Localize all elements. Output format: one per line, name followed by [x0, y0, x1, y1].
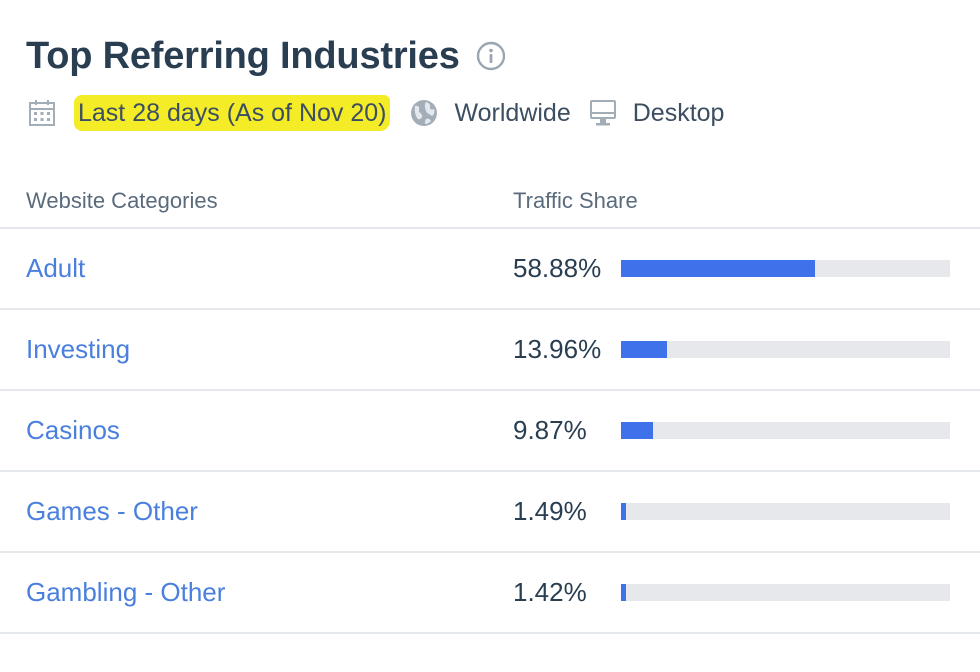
widget-header: Top Referring Industries: [26, 30, 980, 131]
date-range-label[interactable]: Last 28 days (As of Nov 20): [74, 95, 391, 131]
traffic-share-value: 13.96%: [513, 334, 602, 364]
share-bar-track: [621, 422, 950, 439]
category-link[interactable]: Games - Other: [26, 496, 198, 526]
category-link[interactable]: Casinos: [26, 415, 120, 445]
widget-title: Top Referring Industries: [26, 34, 460, 77]
share-bar-track: [621, 503, 950, 520]
category-link[interactable]: Investing: [26, 334, 131, 364]
share-bar-fill: [621, 422, 654, 439]
table-row: Gambling - Other 1.42%: [0, 553, 980, 634]
table-row: Casinos 9.87%: [0, 391, 980, 472]
share-bar-fill: [621, 341, 667, 358]
table-row: Games - Other 1.49%: [0, 472, 980, 553]
share-bar-track: [621, 584, 950, 601]
traffic-share-value: 58.88%: [513, 253, 602, 283]
traffic-share-value: 1.42%: [513, 577, 587, 607]
geo-label[interactable]: Worldwide: [454, 98, 571, 127]
table-row: Investing 13.96%: [0, 310, 980, 391]
traffic-share-value: 1.49%: [513, 496, 587, 526]
industries-table: Website Categories Traffic Share Adult 5…: [0, 176, 980, 634]
info-circle-icon[interactable]: [476, 41, 506, 71]
column-header-traffic-share[interactable]: Traffic Share: [513, 188, 638, 213]
traffic-share-value: 9.87%: [513, 415, 587, 445]
table-row: Adult 58.88%: [0, 229, 980, 310]
column-header-categories[interactable]: Website Categories: [26, 188, 218, 213]
share-bar-track: [621, 260, 950, 277]
globe-icon: [408, 97, 440, 129]
share-bar-fill: [621, 584, 627, 601]
device-label[interactable]: Desktop: [632, 98, 725, 127]
table-header: Website Categories Traffic Share: [0, 176, 980, 229]
category-link[interactable]: Gambling - Other: [26, 577, 226, 607]
desktop-icon: [587, 97, 619, 129]
calendar-icon: [26, 97, 58, 129]
share-bar-track: [621, 341, 950, 358]
share-bar-fill: [621, 260, 815, 277]
category-link[interactable]: Adult: [26, 253, 86, 283]
share-bar-fill: [621, 503, 627, 520]
filters-row: Last 28 days (As of Nov 20) Worldwide De…: [26, 94, 724, 132]
title-row: Top Referring Industries: [26, 30, 980, 82]
